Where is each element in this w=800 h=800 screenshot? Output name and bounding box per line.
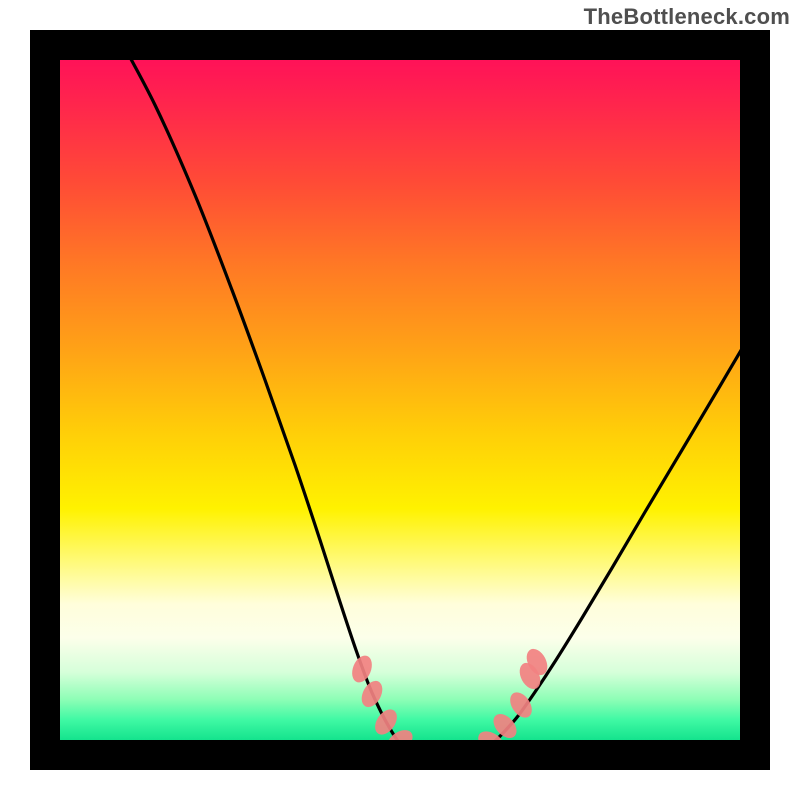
watermark-text: TheBottleneck.com xyxy=(584,4,790,30)
plot-background xyxy=(60,60,740,740)
bottleneck-chart xyxy=(0,0,800,800)
chart-canvas: TheBottleneck.com xyxy=(0,0,800,800)
